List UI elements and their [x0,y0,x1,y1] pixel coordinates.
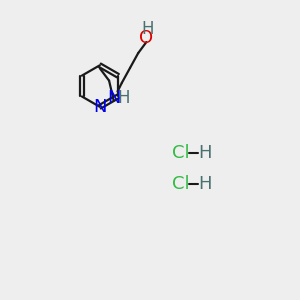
Text: O: O [139,29,153,47]
Text: N: N [93,98,106,116]
Text: Cl: Cl [172,144,190,162]
Text: Cl: Cl [172,175,190,193]
Text: H: H [141,20,153,38]
Text: H: H [198,144,211,162]
Text: H: H [118,89,130,107]
Text: H: H [198,175,211,193]
Text: N: N [107,88,121,106]
